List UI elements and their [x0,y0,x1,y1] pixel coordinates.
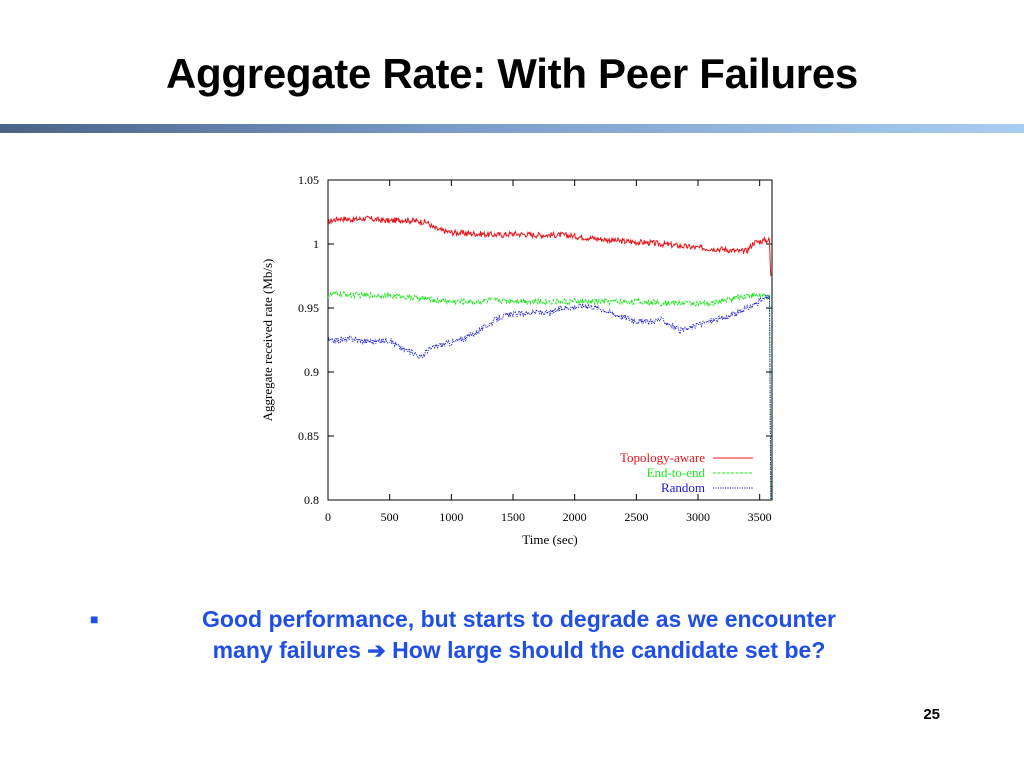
legend-label: Topology-aware [620,450,705,465]
x-tick-label: 3000 [686,510,710,524]
x-tick-label: 1000 [439,510,463,524]
series-line-end-to-end [327,290,772,501]
series-line-topology-aware [327,215,772,277]
x-tick-label: 2000 [563,510,587,524]
plot-frame [327,179,773,501]
bullet-line-2a: many failures [212,637,361,663]
x-tick-label: 2500 [624,510,648,524]
right-arrow-icon: ➔ [367,638,386,663]
x-axis-label: Time (sec) [522,532,578,547]
y-tick-label: 0.9 [304,365,319,379]
x-tick-label: 500 [381,510,399,524]
legend-label: End-to-end [647,465,706,480]
series-line-random [327,294,772,501]
x-tick-label: 0 [325,510,331,524]
slide-title: Aggregate Rate: With Peer Failures [166,50,858,97]
bullet-line-1: Good performance, but starts to degrade … [202,606,836,632]
title-divider [0,124,1024,133]
y-axis-label: Aggregate received rate (Mb/s) [260,259,275,422]
y-tick-label: 0.95 [298,301,319,315]
bullet-point: ■ Good performance, but starts to degrad… [90,604,930,666]
bullet-line-2b: How large should the candidate set be? [392,637,826,663]
y-tick-label: 1.05 [298,173,319,187]
y-tick-label: 0.85 [298,429,319,443]
x-tick-label: 1500 [501,510,525,524]
y-tick-label: 0.8 [304,493,319,507]
x-tick-label: 3500 [748,510,772,524]
page-number: 25 [923,706,940,723]
bullet-square-icon: ■ [90,611,99,627]
bullet-text: Good performance, but starts to degrade … [124,604,914,666]
y-tick-label: 1 [313,237,319,251]
legend-label: Random [661,480,705,495]
